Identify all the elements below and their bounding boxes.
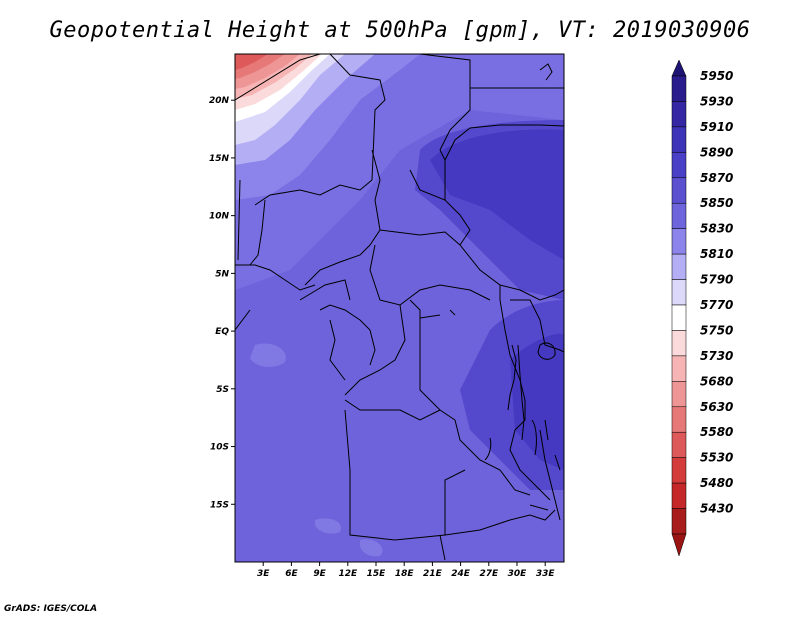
colorbar-bottom-arrow <box>671 533 687 557</box>
colorbar-label: 5790 <box>700 273 733 287</box>
lon-tick-label: 9E <box>313 569 326 579</box>
lat-tick-label: 5S <box>216 385 229 395</box>
colorbar-swatch <box>671 279 687 306</box>
colorbar-swatch <box>671 101 687 128</box>
lat-tick-label: 15N <box>209 154 230 164</box>
colorbar-label: 5950 <box>700 69 733 83</box>
lon-tick-label: 33E <box>536 569 556 579</box>
colorbar-swatch <box>671 330 687 357</box>
colorbar-swatch <box>671 508 687 535</box>
colorbar-swatch <box>671 126 687 153</box>
colorbar-label: 5830 <box>700 222 733 236</box>
height-field <box>235 54 564 562</box>
colorbar-label: 5890 <box>700 145 733 159</box>
lon-tick-label: 15E <box>367 569 387 579</box>
map-title: Geopotential Height at 500hPa [gpm], VT:… <box>49 18 751 43</box>
colorbar-swatch <box>671 406 687 433</box>
colorbar-top-arrow <box>671 59 687 77</box>
colorbar-label: 5530 <box>700 451 733 465</box>
lon-tick-label: 27E <box>479 569 499 579</box>
colorbar-label: 5870 <box>700 171 733 185</box>
colorbar-swatch <box>671 355 687 382</box>
grads-credit: GrADS: IGES/COLA <box>4 604 98 614</box>
lon-tick-label: 6E <box>285 569 298 579</box>
colorbar-label: 5480 <box>700 476 733 490</box>
colorbar-label: 5910 <box>700 120 733 134</box>
colorbar-swatch <box>671 304 687 331</box>
lat-tick-label: 5N <box>215 269 229 279</box>
colorbar-label: 5850 <box>700 196 733 210</box>
lon-tick-label: 30E <box>508 569 528 579</box>
colorbar-label: 5630 <box>700 400 733 414</box>
colorbar-swatch <box>671 152 687 179</box>
lat-tick-label: 15S <box>210 500 229 510</box>
colorbar-label: 5770 <box>700 298 733 312</box>
colorbar-swatch <box>671 381 687 408</box>
latitude-axis: 20N 15N 10N 5N EQ 5S 10S 15S <box>209 96 235 510</box>
colorbar-label: 5680 <box>700 374 733 388</box>
field-5580 <box>235 54 268 70</box>
map-frame <box>234 53 565 563</box>
colorbar-label: 5730 <box>700 349 733 363</box>
colorbar-label: 5580 <box>700 425 733 439</box>
field-light-patch-south <box>315 518 341 534</box>
colorbar-swatch <box>671 75 687 102</box>
lat-tick-label: EQ <box>215 327 229 337</box>
lat-tick-label: 10S <box>210 443 229 453</box>
colorbar-label: 5750 <box>700 323 733 337</box>
colorbar-label: 5930 <box>700 94 733 108</box>
lon-tick-label: 24E <box>451 569 471 579</box>
colorbar-label: 5810 <box>700 247 733 261</box>
colorbar-swatch <box>671 202 687 229</box>
lat-tick-label: 10N <box>209 212 230 222</box>
field-light-patch <box>250 343 286 367</box>
field-light-patch-south2 <box>360 539 383 557</box>
colorbar-swatch <box>671 177 687 204</box>
colorbar: 5950 5930 5910 5890 5870 5850 5830 5810 5790 5770… <box>671 59 733 557</box>
country-boundaries <box>235 54 564 561</box>
colorbar-swatch <box>671 457 687 484</box>
field-5910-east <box>430 129 564 260</box>
lon-tick-label: 18E <box>395 569 415 579</box>
lon-tick-label: 21E <box>423 569 443 579</box>
colorbar-swatch <box>671 431 687 458</box>
lon-tick-label: 12E <box>338 569 358 579</box>
colorbar-label: 5430 <box>700 502 733 516</box>
colorbar-swatch <box>671 482 687 509</box>
colorbar-swatch <box>671 228 687 255</box>
lon-tick-label: 3E <box>257 569 270 579</box>
lat-tick-label: 20N <box>209 96 230 106</box>
colorbar-swatch <box>671 253 687 280</box>
field-5910-southeast <box>510 333 564 470</box>
longitude-axis: 3E 6E 9E 12E 15E 18E 21E 24E 27E 30E 33E <box>257 562 555 579</box>
